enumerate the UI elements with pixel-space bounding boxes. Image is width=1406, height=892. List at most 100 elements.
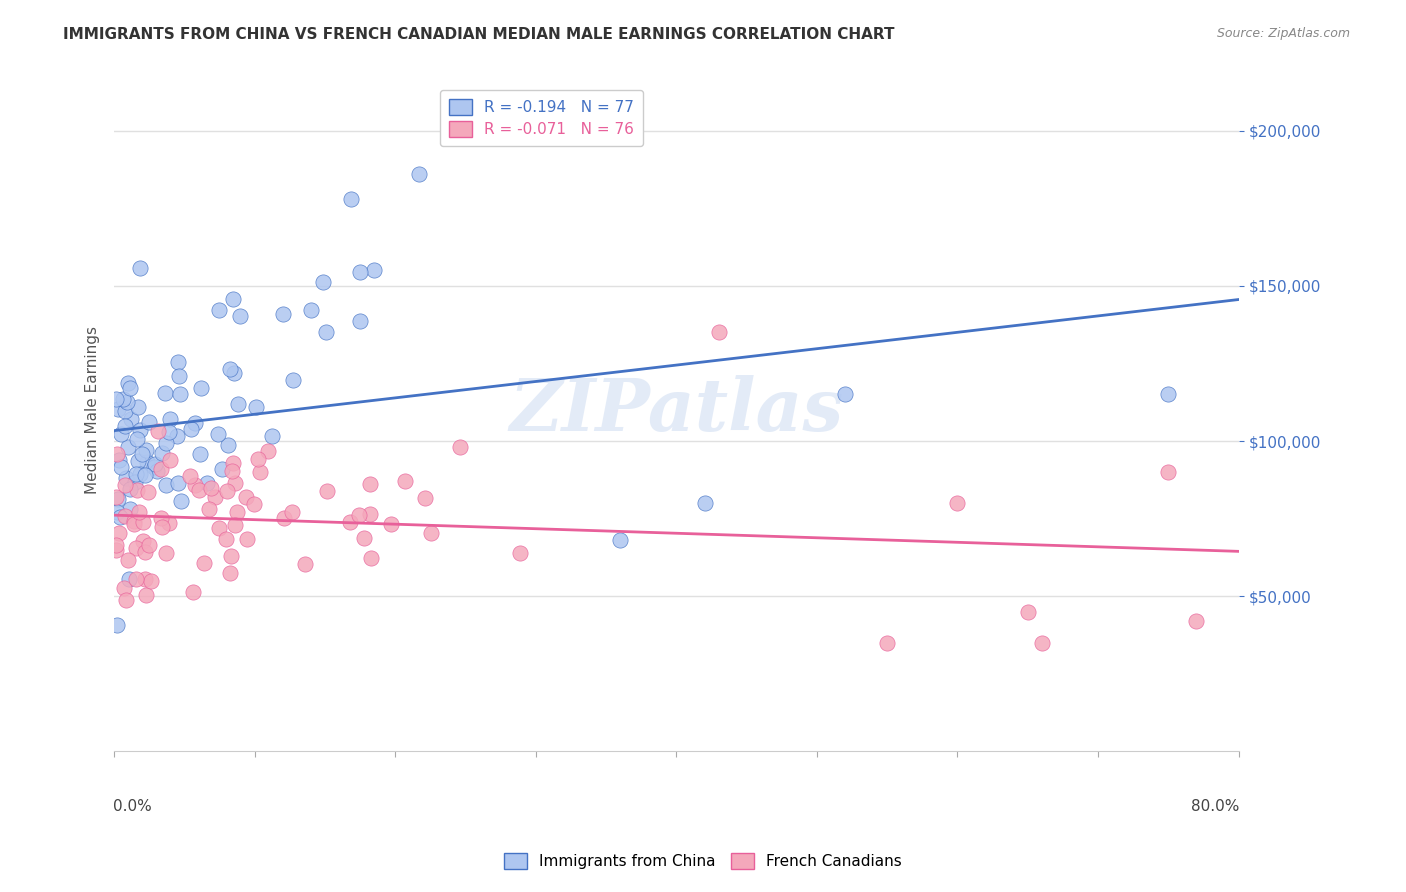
Point bbox=[245, 401, 267, 415]
Point bbox=[1017, 605, 1039, 619]
Point bbox=[834, 387, 856, 401]
Point bbox=[349, 313, 371, 327]
Point bbox=[257, 444, 280, 458]
Point bbox=[167, 355, 190, 369]
Point bbox=[127, 483, 149, 498]
Point bbox=[135, 588, 157, 602]
Point bbox=[115, 593, 138, 607]
Point bbox=[208, 303, 231, 318]
Point bbox=[380, 517, 402, 532]
Point bbox=[195, 476, 218, 491]
Point bbox=[105, 617, 128, 632]
Point bbox=[226, 397, 249, 411]
Point bbox=[224, 518, 246, 533]
Point bbox=[273, 511, 295, 525]
Point bbox=[283, 373, 305, 387]
Point bbox=[707, 326, 730, 340]
Point bbox=[180, 422, 202, 436]
Point bbox=[219, 362, 242, 376]
Point bbox=[181, 584, 204, 599]
Point bbox=[122, 514, 145, 528]
Point bbox=[127, 433, 149, 447]
Point bbox=[135, 442, 157, 457]
Point bbox=[105, 446, 128, 460]
Point bbox=[110, 427, 132, 442]
Point bbox=[166, 429, 188, 443]
Point bbox=[946, 496, 969, 510]
Point bbox=[157, 425, 180, 439]
Point bbox=[167, 369, 190, 384]
Point bbox=[211, 462, 233, 476]
Point bbox=[117, 440, 139, 454]
Point bbox=[221, 464, 243, 478]
Point bbox=[207, 427, 229, 442]
Point bbox=[124, 475, 146, 490]
Point bbox=[235, 533, 257, 547]
Point bbox=[159, 453, 181, 467]
Point bbox=[125, 467, 148, 481]
Point bbox=[316, 484, 339, 499]
Point bbox=[235, 490, 257, 504]
Point bbox=[224, 476, 246, 491]
Point bbox=[299, 303, 322, 318]
Point bbox=[125, 541, 148, 556]
Point bbox=[193, 556, 215, 570]
Point bbox=[359, 477, 381, 491]
Point bbox=[609, 533, 631, 548]
Point bbox=[262, 429, 284, 443]
Point bbox=[281, 505, 304, 519]
Point bbox=[153, 386, 176, 401]
Point bbox=[167, 476, 190, 491]
Point bbox=[115, 471, 138, 485]
Point bbox=[128, 505, 150, 519]
Point bbox=[128, 467, 150, 481]
Legend: R = -0.194   N = 77, R = -0.071   N = 76: R = -0.194 N = 77, R = -0.071 N = 76 bbox=[440, 90, 643, 146]
Point bbox=[117, 572, 139, 586]
Point bbox=[509, 546, 531, 560]
Point bbox=[150, 446, 173, 460]
Point bbox=[169, 387, 191, 401]
Point bbox=[104, 392, 127, 406]
Point bbox=[136, 485, 159, 500]
Point bbox=[132, 534, 155, 549]
Point bbox=[294, 557, 316, 571]
Point bbox=[218, 566, 240, 580]
Point bbox=[104, 538, 127, 552]
Point bbox=[200, 481, 222, 495]
Point bbox=[1031, 636, 1053, 650]
Point bbox=[108, 510, 131, 524]
Point bbox=[104, 542, 127, 557]
Point bbox=[107, 401, 129, 416]
Point bbox=[420, 525, 443, 540]
Y-axis label: Median Male Earnings: Median Male Earnings bbox=[86, 326, 100, 494]
Point bbox=[247, 452, 270, 467]
Point bbox=[219, 549, 242, 563]
Point bbox=[197, 501, 219, 516]
Point bbox=[149, 462, 172, 476]
Text: IMMIGRANTS FROM CHINA VS FRENCH CANADIAN MEDIAN MALE EARNINGS CORRELATION CHART: IMMIGRANTS FROM CHINA VS FRENCH CANADIAN… bbox=[63, 27, 894, 42]
Text: 80.0%: 80.0% bbox=[1191, 799, 1240, 814]
Point bbox=[184, 416, 207, 430]
Point bbox=[108, 525, 131, 540]
Point bbox=[146, 465, 169, 479]
Point bbox=[105, 490, 128, 504]
Point bbox=[118, 483, 141, 497]
Point bbox=[155, 545, 177, 559]
Point bbox=[128, 260, 150, 275]
Point bbox=[117, 395, 139, 409]
Point bbox=[107, 492, 129, 507]
Point bbox=[159, 411, 181, 425]
Point bbox=[1157, 387, 1180, 401]
Point bbox=[134, 572, 156, 586]
Point bbox=[179, 468, 201, 483]
Point bbox=[222, 366, 245, 380]
Point bbox=[131, 447, 153, 461]
Point bbox=[117, 553, 139, 567]
Point bbox=[449, 440, 471, 454]
Text: ZIPatlas: ZIPatlas bbox=[509, 375, 844, 445]
Point bbox=[108, 453, 131, 467]
Point bbox=[204, 490, 226, 504]
Point bbox=[114, 478, 136, 492]
Point bbox=[222, 456, 245, 470]
Point bbox=[142, 459, 165, 474]
